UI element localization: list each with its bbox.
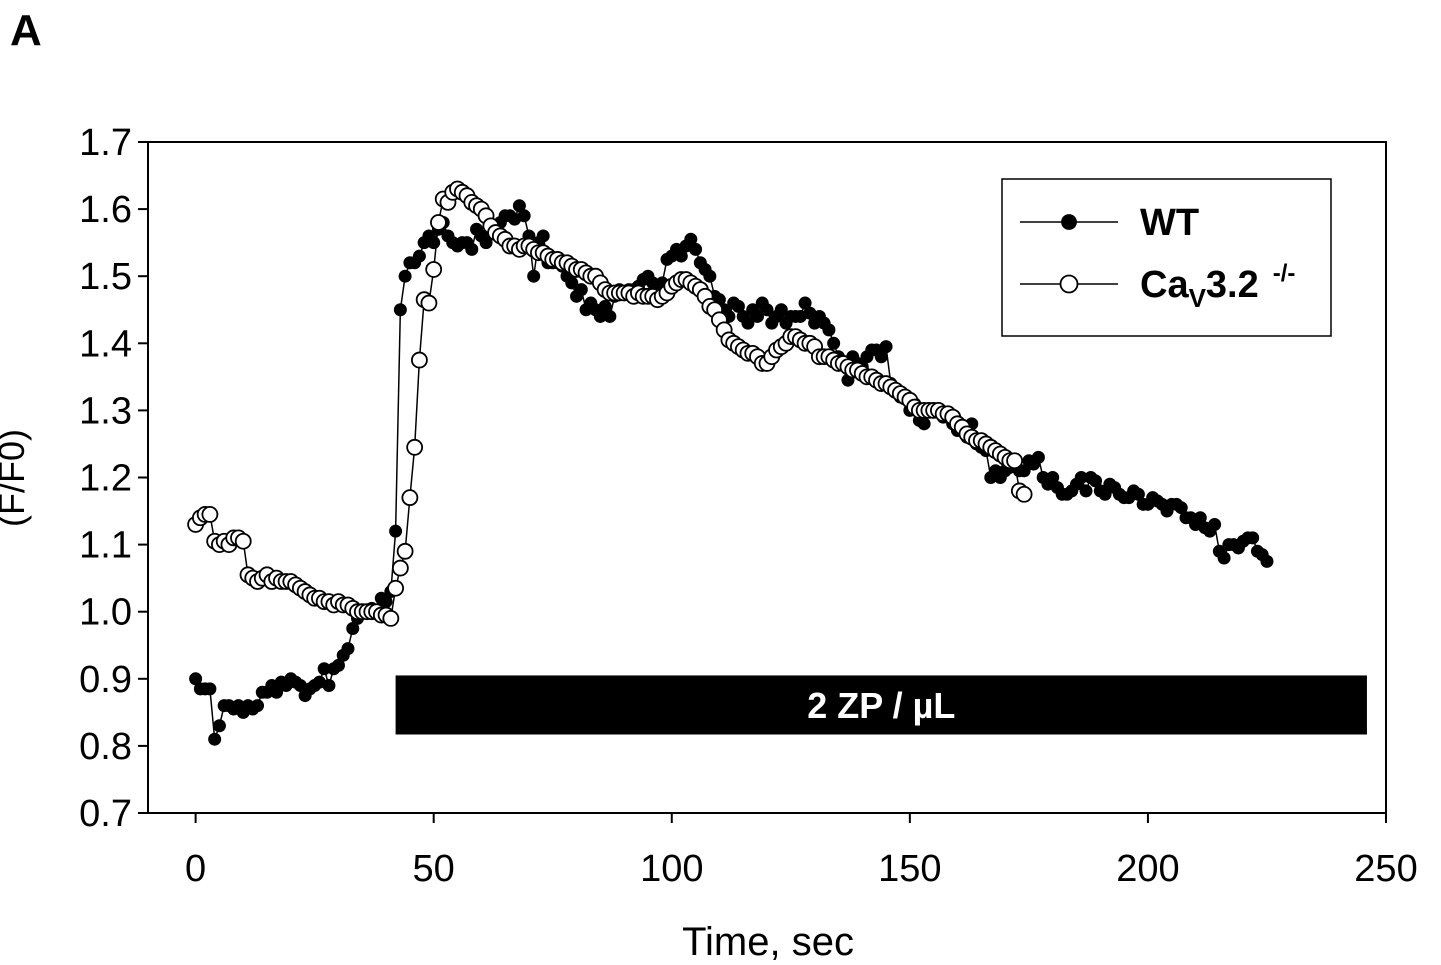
wt-data-point bbox=[389, 524, 403, 538]
x-tick-label: 50 bbox=[413, 848, 455, 890]
x-tick-label: 250 bbox=[1354, 848, 1417, 890]
wt-data-point bbox=[774, 303, 788, 317]
y-tick-label: 1.1 bbox=[79, 525, 132, 567]
x-tick-label: 200 bbox=[1116, 848, 1179, 890]
wt-data-point bbox=[822, 323, 836, 337]
y-tick-label: 1.0 bbox=[79, 592, 132, 634]
legend-label: WT bbox=[1140, 202, 1199, 244]
cav32-ko-data-point bbox=[1006, 452, 1023, 470]
wt-data-point bbox=[917, 417, 931, 431]
x-axis-title: Time, sec bbox=[682, 920, 854, 964]
cav32-ko-data-point bbox=[396, 542, 414, 560]
wt-data-point bbox=[1260, 554, 1274, 568]
cav32-ko-data-point bbox=[387, 579, 405, 597]
y-tick-label: 0.7 bbox=[79, 793, 132, 835]
wt-data-point bbox=[251, 699, 265, 713]
cav32-ko-data-point bbox=[411, 351, 428, 369]
legend-label: CaV3.2 -/- bbox=[1140, 260, 1295, 313]
wt-data-point bbox=[760, 303, 774, 317]
wt-data-point bbox=[750, 309, 764, 323]
wt-data-point bbox=[565, 276, 579, 290]
y-tick-label: 1.6 bbox=[79, 189, 132, 231]
cav32-ko-data-point bbox=[234, 532, 252, 550]
wt-data-point bbox=[393, 303, 407, 317]
x-tick-label: 150 bbox=[878, 848, 941, 890]
wt-data-point bbox=[879, 340, 893, 354]
wt-data-point bbox=[465, 242, 479, 256]
x-tick-label: 100 bbox=[640, 848, 703, 890]
cav32-ko-data-point bbox=[420, 294, 438, 312]
wt-data-point bbox=[1246, 531, 1260, 545]
wt-data-point bbox=[412, 249, 426, 263]
legend-box bbox=[1001, 178, 1332, 337]
y-tick-label: 1.5 bbox=[79, 256, 132, 298]
wt-data-point bbox=[741, 316, 755, 330]
wt-data-point bbox=[322, 679, 336, 693]
wt-data-point bbox=[203, 682, 217, 696]
cav32-ko-data-point bbox=[401, 489, 419, 507]
wt-data-point bbox=[527, 269, 541, 283]
wt-data-point bbox=[827, 336, 841, 350]
stimulus-bar bbox=[395, 675, 1367, 735]
y-axis-title: (F/F0) bbox=[0, 429, 32, 527]
wt-data-point bbox=[341, 642, 355, 656]
series-line-cav32-ko bbox=[195, 188, 1025, 620]
wt-data-point bbox=[479, 236, 493, 250]
wt-data-point bbox=[208, 732, 222, 746]
cav32-ko-data-point bbox=[425, 261, 443, 278]
legend-marker-open bbox=[1059, 274, 1079, 294]
wt-data-point bbox=[703, 269, 717, 283]
panel-label: A bbox=[10, 6, 42, 55]
legend-marker-filled bbox=[1061, 214, 1077, 230]
wt-data-point bbox=[574, 283, 588, 297]
x-tick-label: 0 bbox=[185, 848, 206, 890]
wt-data-point bbox=[212, 719, 226, 733]
wt-data-point bbox=[689, 242, 703, 256]
cav32-ko-data-point bbox=[382, 610, 400, 627]
cav32-ko-data-point bbox=[430, 214, 447, 231]
cav32-ko-data-point bbox=[406, 438, 424, 456]
wt-data-point bbox=[536, 229, 550, 243]
stimulus-bar-label: 2 ZP / µL bbox=[807, 685, 955, 726]
wt-data-point bbox=[1208, 517, 1222, 531]
wt-data-point bbox=[603, 309, 617, 323]
y-tick-label: 0.9 bbox=[79, 659, 132, 701]
wt-data-point bbox=[427, 236, 441, 250]
y-tick-label: 1.4 bbox=[79, 323, 132, 365]
y-tick-label: 1.2 bbox=[79, 458, 132, 500]
cav32-ko-data-point bbox=[201, 506, 219, 523]
y-tick-label: 0.8 bbox=[79, 726, 132, 768]
wt-data-point bbox=[398, 269, 412, 283]
y-tick-label: 1.7 bbox=[79, 122, 132, 164]
wt-data-point bbox=[517, 209, 531, 223]
cav32-ko-data-point bbox=[1015, 485, 1033, 503]
y-tick-label: 1.3 bbox=[79, 390, 132, 432]
cav32-ko-data-point bbox=[391, 559, 409, 577]
wt-data-point bbox=[1217, 551, 1231, 565]
wt-data-point bbox=[1031, 450, 1045, 464]
wt-data-point bbox=[1079, 484, 1093, 498]
